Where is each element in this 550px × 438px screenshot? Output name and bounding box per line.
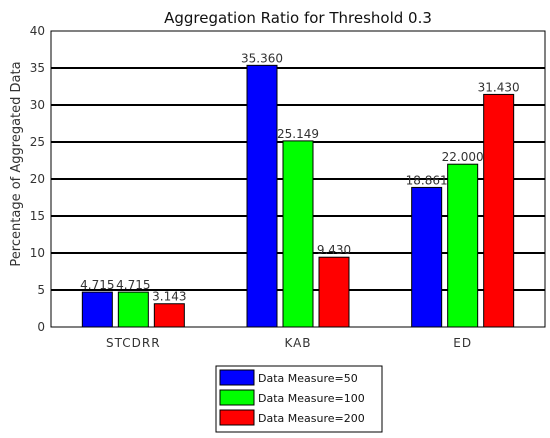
legend-swatch bbox=[219, 409, 255, 426]
data-label: 18.861 bbox=[406, 173, 448, 187]
bar bbox=[282, 140, 314, 328]
data-label: 25.149 bbox=[277, 127, 319, 141]
data-label: 31.430 bbox=[478, 80, 520, 94]
y-tick-label: 5 bbox=[37, 283, 45, 297]
plot-frame bbox=[50, 30, 546, 328]
bar bbox=[318, 256, 350, 328]
bar bbox=[483, 93, 515, 328]
legend-label: Data Measure=200 bbox=[258, 412, 365, 425]
y-tick-label: 35 bbox=[30, 61, 45, 75]
data-label: 22.000 bbox=[442, 150, 484, 164]
bar bbox=[153, 303, 185, 328]
legend-label: Data Measure=100 bbox=[258, 392, 365, 405]
legend-label: Data Measure=50 bbox=[258, 372, 358, 385]
data-label: 35.360 bbox=[241, 51, 283, 65]
legend-swatch bbox=[219, 389, 255, 406]
data-label: 4.715 bbox=[116, 278, 150, 292]
y-tick-label: 25 bbox=[30, 135, 45, 149]
y-axis-label: Percentage of Aggregated Data bbox=[9, 61, 24, 266]
y-tick-label: 20 bbox=[30, 172, 45, 186]
legend: Data Measure=50 Data Measure=100 Data Meas… bbox=[215, 365, 383, 433]
data-label: 9.430 bbox=[317, 243, 351, 257]
x-tick-label: STCDRR bbox=[106, 336, 161, 350]
legend-swatch bbox=[219, 369, 255, 386]
bar bbox=[447, 163, 479, 328]
chart-title: Aggregation Ratio for Threshold 0.3 bbox=[164, 9, 432, 27]
y-tick-label: 0 bbox=[37, 320, 45, 334]
y-tick-label: 15 bbox=[30, 209, 45, 223]
data-labels: 4.715 4.7153.14335.36025.1499.43018.86122… bbox=[80, 51, 520, 303]
y-tick-label: 10 bbox=[30, 246, 45, 260]
bar bbox=[246, 64, 278, 328]
y-tick-label: 30 bbox=[30, 98, 45, 112]
data-label: 4.715 bbox=[80, 278, 114, 292]
bar bbox=[81, 291, 113, 328]
y-tick-labels: 0 5 10 15 20 25 30 35 40 bbox=[30, 24, 45, 334]
bar bbox=[117, 291, 149, 328]
data-label: 3.143 bbox=[152, 290, 186, 304]
y-tick-label: 40 bbox=[30, 24, 45, 38]
category-labels: STCDRR KAB ED bbox=[106, 336, 472, 350]
x-tick-label: ED bbox=[453, 336, 472, 350]
x-tick-label: KAB bbox=[284, 336, 311, 350]
bar bbox=[411, 186, 443, 328]
